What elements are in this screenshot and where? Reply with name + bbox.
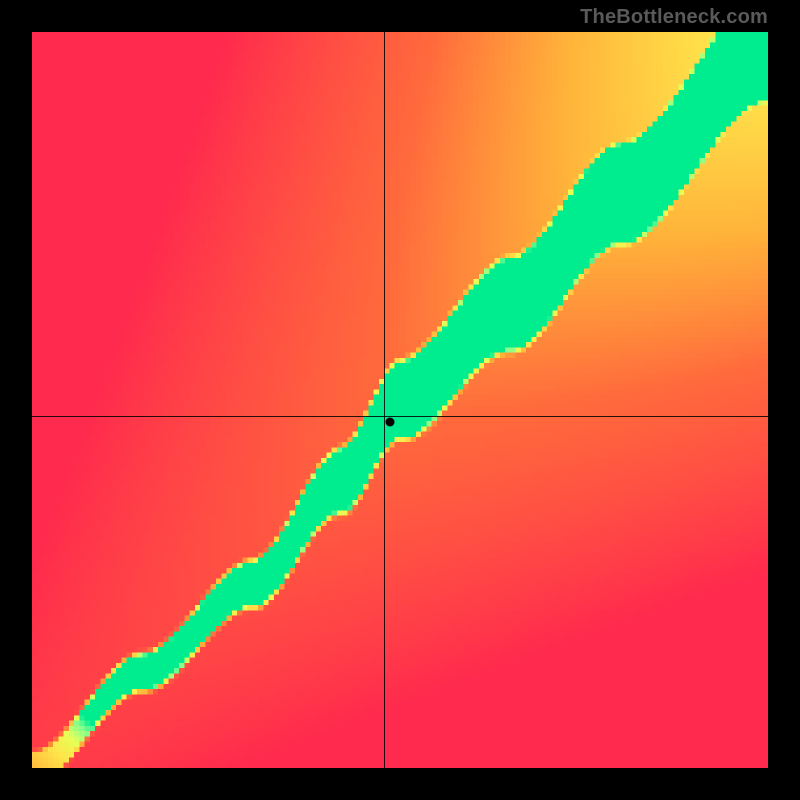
heatmap-canvas bbox=[32, 32, 768, 768]
crosshair-horizontal bbox=[32, 416, 768, 417]
crosshair-vertical bbox=[384, 32, 385, 768]
marker-dot bbox=[385, 418, 394, 427]
heatmap-plot bbox=[32, 32, 768, 768]
watermark-text: TheBottleneck.com bbox=[580, 6, 768, 29]
